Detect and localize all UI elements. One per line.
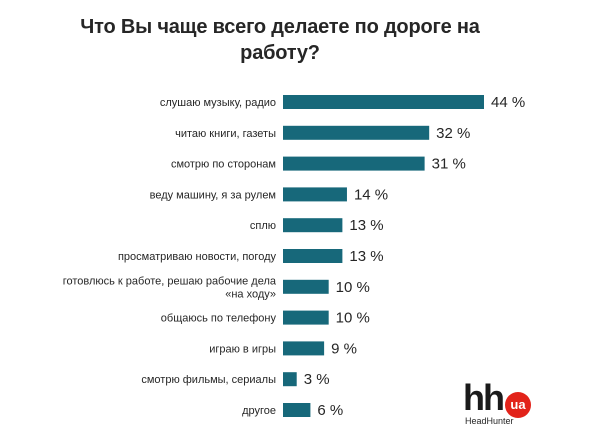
bar xyxy=(283,310,329,325)
value-label: 32 % xyxy=(436,125,470,142)
bar xyxy=(283,341,325,356)
chart-title: Что Вы чаще всего делаете по дороге на р… xyxy=(80,16,480,64)
bar xyxy=(283,95,484,109)
category-label: смотрю по сторонам xyxy=(171,159,276,171)
category-label: готовлюсь к работе, решаю рабочие дела «н… xyxy=(63,275,277,300)
category-label: играю в игры xyxy=(209,343,276,355)
value-label: 3 % xyxy=(304,371,330,388)
value-label: 6 % xyxy=(317,402,343,419)
value-label: 14 % xyxy=(354,186,388,203)
bar xyxy=(283,156,425,171)
category-label: сплю xyxy=(250,220,276,232)
value-label: 9 % xyxy=(331,340,357,357)
bar xyxy=(283,218,343,233)
bar xyxy=(283,125,430,140)
logo-caption: HeadHunter xyxy=(465,416,514,426)
bar xyxy=(283,249,343,263)
bar xyxy=(283,372,297,387)
value-label: 44 % xyxy=(491,94,525,111)
category-label: другое xyxy=(242,405,276,417)
value-label: 13 % xyxy=(349,217,383,234)
category-label: читаю книги, газеты xyxy=(175,128,276,140)
value-label: 10 % xyxy=(336,279,370,296)
logo-badge: ua xyxy=(505,392,531,418)
category-label: веду машину, я за рулем xyxy=(150,189,276,201)
bar xyxy=(283,187,347,202)
value-label: 13 % xyxy=(349,248,383,265)
bar xyxy=(283,279,329,294)
bar xyxy=(283,403,311,417)
category-label: общаюсь по телефону xyxy=(161,313,277,325)
category-label: смотрю фильмы, сериалы xyxy=(141,374,276,386)
headhunter-logo: hh ua HeadHunter xyxy=(463,378,533,432)
value-label: 31 % xyxy=(432,156,466,173)
category-label: слушаю музыку, радио xyxy=(160,97,276,109)
category-label: просматриваю новости, погоду xyxy=(118,251,277,263)
logo-mark: hh xyxy=(463,377,505,418)
value-label: 10 % xyxy=(336,310,370,327)
